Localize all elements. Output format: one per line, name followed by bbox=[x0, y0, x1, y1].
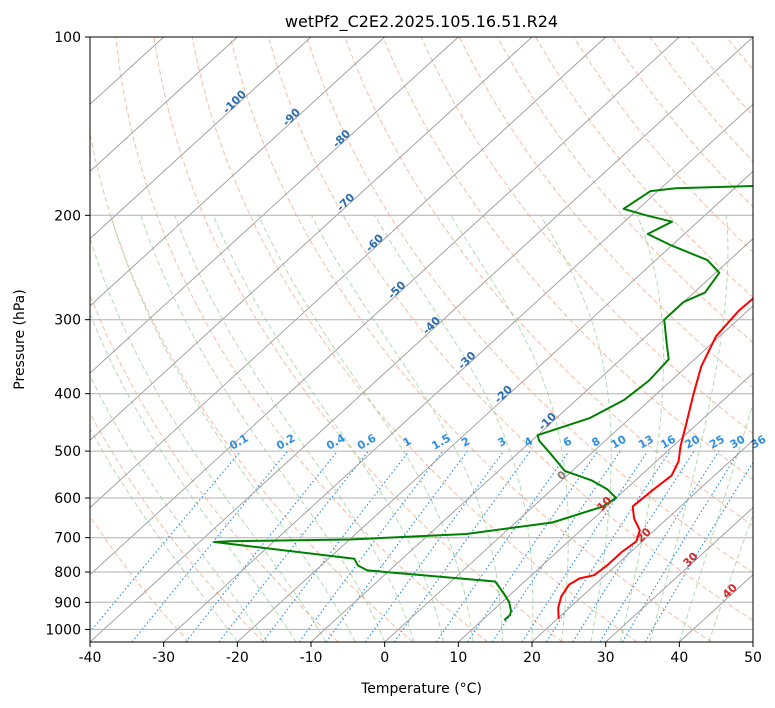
chart-title: wetPf2_C2E2.2025.105.16.51.R24 bbox=[285, 12, 558, 32]
mixing-ratio-line bbox=[364, 450, 505, 642]
isotherm bbox=[310, 238, 753, 642]
y-tick-label: 800 bbox=[54, 565, 81, 581]
x-tick-label: 20 bbox=[523, 650, 541, 666]
mixing-ratio-line bbox=[521, 450, 649, 642]
dry-adiabat bbox=[229, 37, 712, 642]
y-axis-title: Pressure (hPa) bbox=[12, 289, 28, 389]
moist-adiabat bbox=[174, 215, 415, 642]
axes: -40 -30 -20 -10 0 10 20 30 40 50 100 200 300 400 500 60… bbox=[45, 30, 762, 666]
y-tick-label: 600 bbox=[54, 491, 81, 507]
dry-adiabat bbox=[115, 37, 488, 642]
mixing-ratio-line bbox=[325, 450, 468, 642]
y-tick-label: 300 bbox=[54, 313, 81, 329]
moist-adiabat bbox=[140, 215, 386, 642]
mixing-ratio-line bbox=[621, 450, 740, 642]
mixing-ratio-line bbox=[185, 450, 339, 642]
isotherm bbox=[752, 641, 753, 642]
plot-frame bbox=[89, 36, 754, 643]
x-tick-label: -30 bbox=[152, 650, 175, 666]
moist-adiabat bbox=[110, 215, 356, 642]
mixing-ratio-line bbox=[90, 450, 242, 633]
x-tick-label: 10 bbox=[449, 650, 467, 666]
y-tick-label: 700 bbox=[54, 531, 81, 547]
dewpoint-profile bbox=[213, 185, 753, 622]
x-tick-label: -20 bbox=[226, 650, 249, 666]
isotherm bbox=[605, 506, 753, 642]
dry-adiabat bbox=[268, 37, 753, 622]
x-tick-label: 50 bbox=[744, 650, 762, 666]
isotherm bbox=[90, 37, 753, 642]
y-tick-label: 1000 bbox=[45, 622, 81, 638]
y-tick-label: 200 bbox=[54, 208, 81, 224]
isotherm bbox=[90, 37, 680, 576]
moist-adiabat bbox=[257, 215, 474, 642]
isotherm bbox=[90, 37, 386, 307]
moist-adiabat bbox=[539, 215, 612, 642]
isotherm bbox=[90, 37, 607, 509]
mixing-ratio-line bbox=[545, 450, 671, 642]
x-tick-label: 30 bbox=[597, 650, 615, 666]
isotherm bbox=[90, 37, 312, 240]
profile-series bbox=[213, 185, 753, 622]
y-tick-label: 900 bbox=[54, 595, 81, 611]
isotherm bbox=[90, 37, 459, 374]
x-tick-label: -10 bbox=[300, 650, 323, 666]
moist-adiabat bbox=[678, 401, 753, 642]
dry-adiabat bbox=[420, 37, 753, 435]
y-tick-label: 100 bbox=[54, 30, 81, 46]
x-tick-label: 0 bbox=[380, 650, 389, 666]
dry-adiabat bbox=[90, 412, 264, 642]
isotherm bbox=[384, 305, 753, 642]
temperature-profile bbox=[557, 297, 753, 619]
dry-adiabat bbox=[191, 37, 638, 642]
moist-adiabat bbox=[213, 215, 445, 642]
mixing-ratio-line bbox=[435, 450, 570, 642]
isotherm bbox=[457, 372, 753, 642]
dry-adiabat bbox=[765, 37, 775, 642]
moist-adiabat bbox=[649, 215, 729, 642]
mixing-ratio-line bbox=[572, 450, 695, 642]
isotherm bbox=[90, 37, 533, 441]
moist-adiabat bbox=[90, 236, 327, 642]
x-tick-label: 40 bbox=[670, 650, 688, 666]
y-tick-label: 500 bbox=[54, 444, 81, 460]
isotherm bbox=[236, 170, 753, 642]
dry-adiabat bbox=[382, 37, 753, 481]
background-lines bbox=[90, 37, 775, 642]
isotherm bbox=[90, 37, 238, 173]
mixing-ratio-line bbox=[467, 450, 599, 642]
moist-adiabat bbox=[310, 215, 503, 642]
mixing-ratio-line bbox=[131, 450, 289, 642]
x-tick-label: -40 bbox=[79, 650, 102, 666]
moist-adiabat bbox=[619, 215, 664, 642]
moist-adiabat bbox=[90, 312, 297, 642]
dry-adiabat bbox=[496, 37, 753, 344]
isotherm bbox=[531, 439, 753, 642]
y-tick-label: 400 bbox=[54, 387, 81, 403]
dry-adiabat bbox=[535, 37, 753, 298]
dry-adiabat bbox=[306, 37, 753, 574]
mixing-ratio-line bbox=[262, 450, 410, 642]
x-axis-title: Temperature (°C) bbox=[360, 681, 482, 697]
